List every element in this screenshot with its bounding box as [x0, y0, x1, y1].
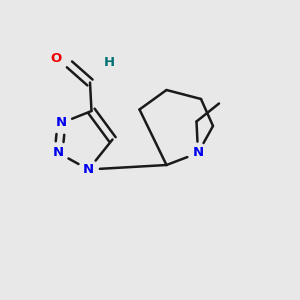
- Text: O: O: [50, 52, 61, 65]
- Text: N: N: [83, 163, 94, 176]
- Text: H: H: [103, 56, 115, 70]
- Text: N: N: [192, 146, 204, 160]
- Text: N: N: [53, 146, 64, 160]
- Text: N: N: [56, 116, 67, 130]
